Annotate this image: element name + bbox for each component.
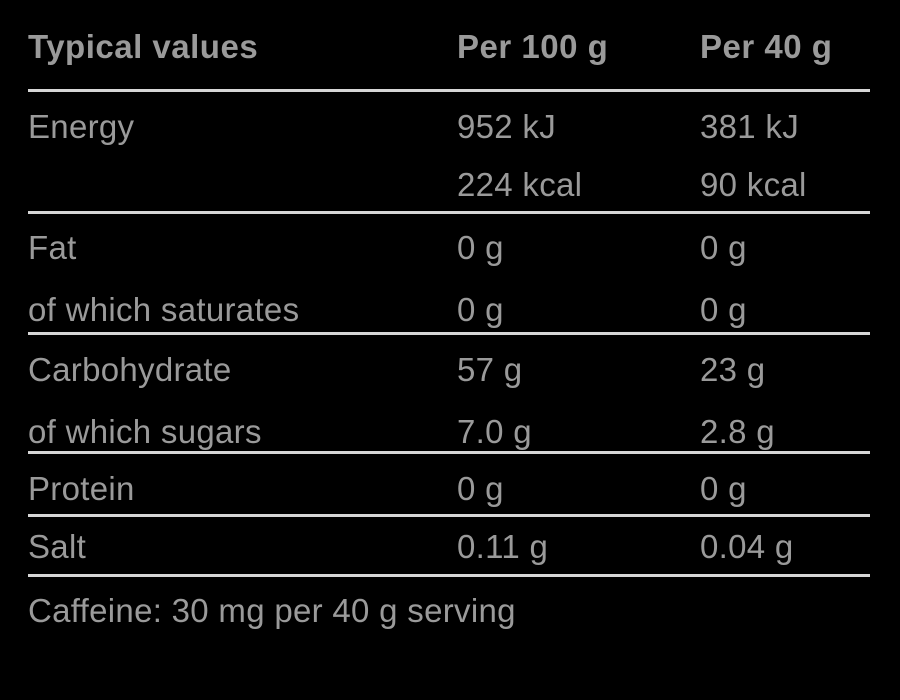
- protein-per40: 0 g: [700, 470, 747, 507]
- carbohydrate-per100: 57 g: [457, 351, 523, 388]
- caffeine-footnote: Caffeine: 30 mg per 40 g serving: [28, 592, 516, 629]
- salt-section: Salt 0.11 g 0.04 g: [28, 517, 870, 577]
- saturates-per40: 0 g: [700, 291, 747, 328]
- energy-per100-kcal: 224 kcal: [457, 166, 583, 203]
- col-header-per-100g: Per 100 g: [457, 28, 609, 65]
- table-row: Fat 0 g 0 g: [28, 220, 870, 276]
- salt-label: Salt: [28, 528, 87, 565]
- energy-label-spacer: [28, 157, 457, 213]
- energy-section: Energy 952 kJ 381 kJ 224 kcal 90 kcal: [28, 92, 870, 214]
- fat-label: Fat: [28, 229, 77, 266]
- table-row: Protein 0 g 0 g: [28, 461, 870, 517]
- col-header-typical-values: Typical values: [28, 28, 259, 65]
- fat-per100: 0 g: [457, 229, 504, 266]
- table-header-section: Typical values Per 100 g Per 40 g: [28, 0, 870, 92]
- protein-section: Protein 0 g 0 g: [28, 454, 870, 517]
- sugars-label: of which sugars: [28, 413, 262, 450]
- carbohydrate-section: Carbohydrate 57 g 23 g of which sugars 7…: [28, 335, 870, 454]
- table-row: of which saturates 0 g 0 g: [28, 282, 870, 338]
- nutrition-table: Typical values Per 100 g Per 40 g Energy…: [28, 0, 870, 662]
- carbohydrate-label: Carbohydrate: [28, 351, 232, 388]
- protein-label: Protein: [28, 470, 135, 507]
- sugars-per100: 7.0 g: [457, 413, 532, 450]
- energy-per100-kj: 952 kJ: [457, 108, 557, 145]
- carbohydrate-per40: 23 g: [700, 351, 766, 388]
- protein-per100: 0 g: [457, 470, 504, 507]
- caffeine-section: Caffeine: 30 mg per 40 g serving: [28, 577, 870, 662]
- col-header-per-40g: Per 40 g: [700, 28, 833, 65]
- table-row: of which sugars 7.0 g 2.8 g: [28, 404, 870, 460]
- salt-per40: 0.04 g: [700, 528, 794, 565]
- table-row: 224 kcal 90 kcal: [28, 157, 870, 213]
- fat-per40: 0 g: [700, 229, 747, 266]
- table-row: Carbohydrate 57 g 23 g: [28, 342, 870, 398]
- table-row: Salt 0.11 g 0.04 g: [28, 519, 870, 575]
- salt-per100: 0.11 g: [457, 528, 549, 565]
- sugars-per40: 2.8 g: [700, 413, 775, 450]
- table-row: Energy 952 kJ 381 kJ: [28, 99, 870, 155]
- energy-per40-kcal: 90 kcal: [700, 166, 807, 203]
- saturates-label: of which saturates: [28, 291, 300, 328]
- header-row: Typical values Per 100 g Per 40 g: [28, 16, 870, 78]
- saturates-per100: 0 g: [457, 291, 504, 328]
- energy-label: Energy: [28, 108, 135, 145]
- fat-section: Fat 0 g 0 g of which saturates 0 g 0 g: [28, 214, 870, 335]
- energy-per40-kj: 381 kJ: [700, 108, 800, 145]
